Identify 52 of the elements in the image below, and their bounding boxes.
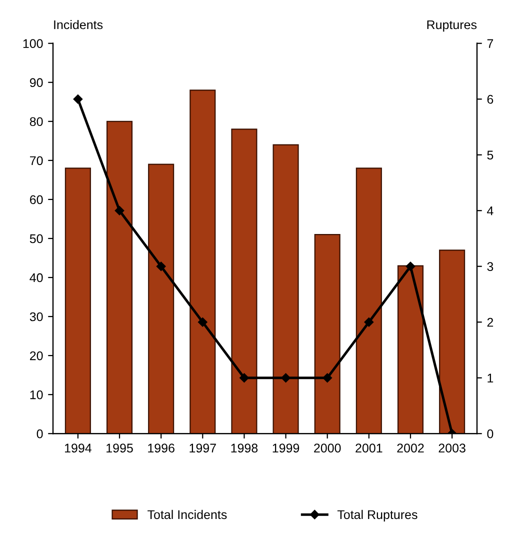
bar xyxy=(231,128,258,434)
legend-label: Total Incidents xyxy=(148,510,227,520)
y-tick-label: 90 xyxy=(30,78,43,88)
bar xyxy=(106,120,133,434)
bar xyxy=(439,250,466,434)
y-tick-label: 70 xyxy=(30,156,43,166)
x-tick-label: 1997 xyxy=(190,444,216,453)
y2-tick-label: 5 xyxy=(487,150,494,160)
point xyxy=(156,262,166,271)
y-tick-label: 30 xyxy=(30,312,43,322)
bar xyxy=(314,234,340,434)
bar xyxy=(397,265,424,434)
y2-tick-label: 1 xyxy=(488,374,494,382)
y-tick-label: 60 xyxy=(30,195,43,204)
x-tick-label: 1996 xyxy=(148,444,174,453)
y-tick-label: 40 xyxy=(30,273,43,282)
y2-axis-title: Ruptures xyxy=(427,20,477,32)
x-tick-label: 1995 xyxy=(106,444,133,453)
y-axis-title: Incidents xyxy=(54,20,103,30)
y-tick-label: 20 xyxy=(30,351,43,360)
bar xyxy=(148,164,174,434)
point xyxy=(364,317,374,327)
y2-tick-label: 3 xyxy=(487,262,494,272)
x-tick-label: 2003 xyxy=(438,444,466,453)
y-tick-label: 0 xyxy=(36,429,43,438)
bar xyxy=(64,168,91,434)
x-tick-label: 1999 xyxy=(272,444,300,453)
legend-label: Total Ruptures xyxy=(337,510,418,522)
point xyxy=(406,262,416,271)
point xyxy=(73,94,83,104)
point xyxy=(240,373,249,382)
x-tick-label: 1994 xyxy=(64,444,92,453)
point xyxy=(114,206,124,216)
bar xyxy=(356,168,382,434)
y2-tick-label: 4 xyxy=(487,206,494,216)
point xyxy=(322,373,332,382)
y2-tick-label: 6 xyxy=(487,94,494,104)
y2-tick-label: 2 xyxy=(487,318,494,327)
y-tick-label: 80 xyxy=(30,117,43,126)
y-tick-label: 100 xyxy=(23,39,43,48)
bar xyxy=(190,90,216,434)
bar xyxy=(272,144,299,434)
y-tick-label: 50 xyxy=(30,234,43,244)
x-tick-label: 2000 xyxy=(314,444,341,453)
x-tick-label: 2002 xyxy=(397,444,424,453)
point xyxy=(198,317,208,327)
y2-tick-label: 7 xyxy=(487,39,494,48)
point xyxy=(281,373,290,382)
y-tick-label: 10 xyxy=(30,390,43,400)
y2-tick-label: 0 xyxy=(487,429,494,438)
x-tick-label: 1998 xyxy=(231,444,258,453)
x-tick-label: 2001 xyxy=(356,444,382,453)
